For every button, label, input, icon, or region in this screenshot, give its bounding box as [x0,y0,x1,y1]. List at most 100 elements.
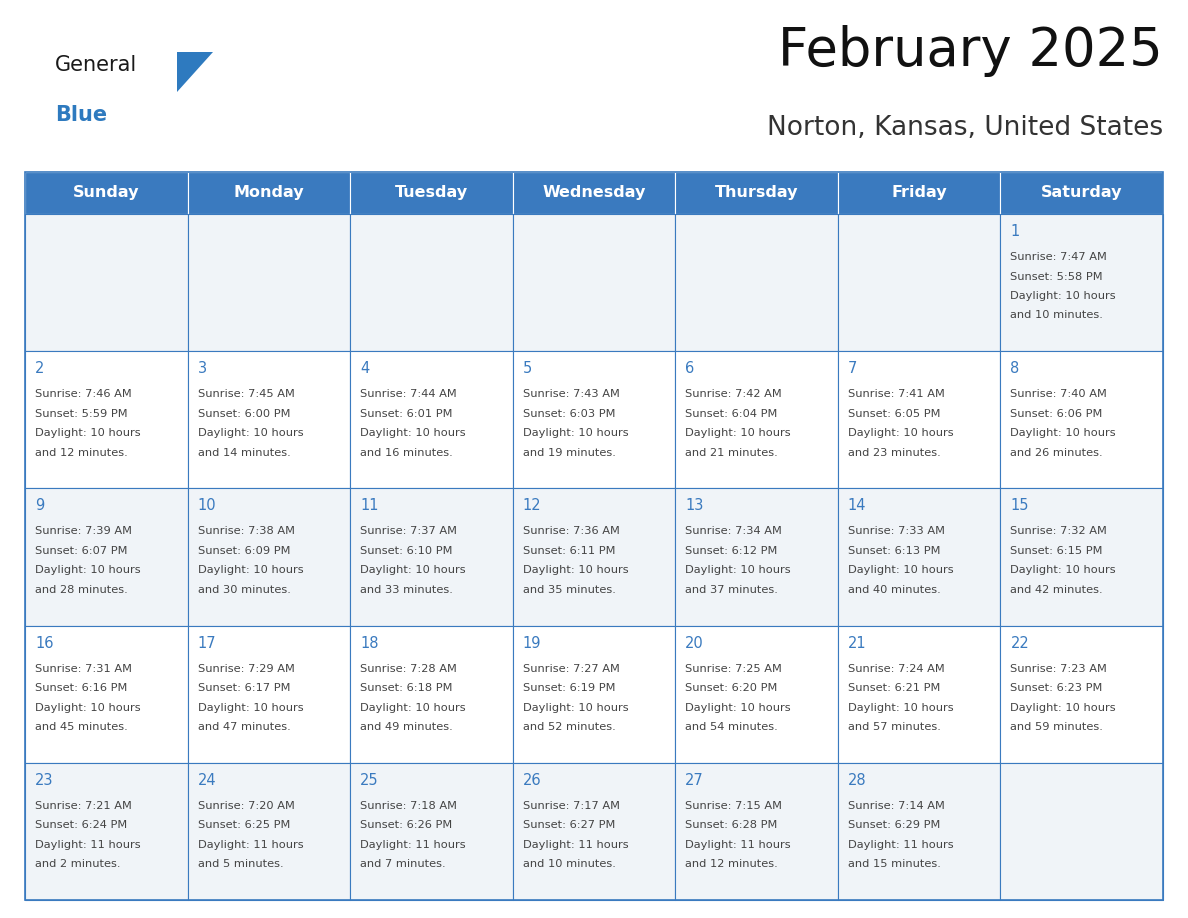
Text: 2: 2 [34,361,44,376]
Text: General: General [55,55,138,75]
Text: and 5 minutes.: and 5 minutes. [197,859,283,869]
Text: and 47 minutes.: and 47 minutes. [197,722,290,732]
Bar [513,488,675,625]
Bar [350,214,513,352]
Text: 14: 14 [848,498,866,513]
Text: Sunset: 6:23 PM: Sunset: 6:23 PM [1011,683,1102,693]
Text: 19: 19 [523,635,542,651]
Bar [25,763,188,900]
Bar [188,352,350,488]
Bar [675,625,838,763]
Text: Sunset: 6:28 PM: Sunset: 6:28 PM [685,821,778,830]
Text: and 19 minutes.: and 19 minutes. [523,448,615,458]
Text: and 52 minutes.: and 52 minutes. [523,722,615,732]
Text: and 12 minutes.: and 12 minutes. [34,448,128,458]
Text: Daylight: 10 hours: Daylight: 10 hours [34,702,140,712]
Bar [25,352,188,488]
Text: Sunset: 5:58 PM: Sunset: 5:58 PM [1011,272,1102,282]
Text: 8: 8 [1011,361,1019,376]
Bar [188,625,350,763]
Bar [838,763,1000,900]
Text: and 42 minutes.: and 42 minutes. [1011,585,1102,595]
Text: and 16 minutes.: and 16 minutes. [360,448,453,458]
Text: Thursday: Thursday [715,185,798,200]
Text: Sunset: 6:18 PM: Sunset: 6:18 PM [360,683,453,693]
Text: Sunset: 6:12 PM: Sunset: 6:12 PM [685,546,778,556]
Text: Sunset: 5:59 PM: Sunset: 5:59 PM [34,409,127,419]
Text: Sunrise: 7:29 AM: Sunrise: 7:29 AM [197,664,295,674]
Bar [188,763,350,900]
Bar [1000,625,1163,763]
Text: Sunset: 6:05 PM: Sunset: 6:05 PM [848,409,941,419]
Bar [838,214,1000,352]
Text: and 35 minutes.: and 35 minutes. [523,585,615,595]
Text: Daylight: 10 hours: Daylight: 10 hours [360,428,466,438]
Text: Sunset: 6:01 PM: Sunset: 6:01 PM [360,409,453,419]
Text: 5: 5 [523,361,532,376]
Text: Daylight: 10 hours: Daylight: 10 hours [197,702,303,712]
Text: Sunday: Sunday [72,185,139,200]
Text: and 10 minutes.: and 10 minutes. [1011,310,1104,320]
Text: Sunrise: 7:28 AM: Sunrise: 7:28 AM [360,664,457,674]
Text: and 49 minutes.: and 49 minutes. [360,722,453,732]
Text: Wednesday: Wednesday [542,185,646,200]
Text: Daylight: 11 hours: Daylight: 11 hours [197,840,303,850]
Text: Sunrise: 7:43 AM: Sunrise: 7:43 AM [523,389,620,399]
Text: Sunrise: 7:33 AM: Sunrise: 7:33 AM [848,526,944,536]
Text: 7: 7 [848,361,858,376]
Text: Sunset: 6:26 PM: Sunset: 6:26 PM [360,821,453,830]
Bar [350,763,513,900]
Text: Daylight: 10 hours: Daylight: 10 hours [1011,565,1116,576]
Text: and 14 minutes.: and 14 minutes. [197,448,290,458]
Text: Sunrise: 7:27 AM: Sunrise: 7:27 AM [523,664,620,674]
Text: Tuesday: Tuesday [394,185,468,200]
Bar [513,625,675,763]
Text: Daylight: 10 hours: Daylight: 10 hours [523,702,628,712]
Bar [1000,214,1163,352]
Text: 16: 16 [34,635,53,651]
Text: Sunset: 6:17 PM: Sunset: 6:17 PM [197,683,290,693]
Text: Daylight: 10 hours: Daylight: 10 hours [197,565,303,576]
Text: Daylight: 10 hours: Daylight: 10 hours [685,428,791,438]
Text: 6: 6 [685,361,695,376]
Text: 24: 24 [197,773,216,788]
Text: Sunrise: 7:38 AM: Sunrise: 7:38 AM [197,526,295,536]
Text: 9: 9 [34,498,44,513]
Text: and 26 minutes.: and 26 minutes. [1011,448,1102,458]
Text: Sunset: 6:19 PM: Sunset: 6:19 PM [523,683,615,693]
Text: Norton, Kansas, United States: Norton, Kansas, United States [767,115,1163,141]
Bar [675,214,838,352]
Text: Daylight: 10 hours: Daylight: 10 hours [34,428,140,438]
Text: Sunset: 6:16 PM: Sunset: 6:16 PM [34,683,127,693]
Text: Daylight: 10 hours: Daylight: 10 hours [1011,428,1116,438]
Polygon shape [177,52,213,92]
Text: Blue: Blue [55,105,107,125]
Bar [25,214,188,352]
Text: Sunrise: 7:15 AM: Sunrise: 7:15 AM [685,800,782,811]
Text: 27: 27 [685,773,704,788]
Text: and 2 minutes.: and 2 minutes. [34,859,120,869]
Text: Sunrise: 7:40 AM: Sunrise: 7:40 AM [1011,389,1107,399]
Text: Sunset: 6:00 PM: Sunset: 6:00 PM [197,409,290,419]
Text: Friday: Friday [891,185,947,200]
Text: Sunrise: 7:32 AM: Sunrise: 7:32 AM [1011,526,1107,536]
Text: Sunset: 6:10 PM: Sunset: 6:10 PM [360,546,453,556]
Text: Daylight: 10 hours: Daylight: 10 hours [1011,702,1116,712]
Bar [25,172,1163,900]
Text: Sunrise: 7:20 AM: Sunrise: 7:20 AM [197,800,295,811]
Text: and 7 minutes.: and 7 minutes. [360,859,446,869]
Bar [513,172,675,214]
Text: and 30 minutes.: and 30 minutes. [197,585,290,595]
Bar [838,488,1000,625]
Text: Sunset: 6:07 PM: Sunset: 6:07 PM [34,546,127,556]
Text: and 57 minutes.: and 57 minutes. [848,722,941,732]
Bar [25,625,188,763]
Text: 15: 15 [1011,498,1029,513]
Bar [513,214,675,352]
Text: and 37 minutes.: and 37 minutes. [685,585,778,595]
Text: Sunrise: 7:23 AM: Sunrise: 7:23 AM [1011,664,1107,674]
Bar [838,172,1000,214]
Text: Sunrise: 7:36 AM: Sunrise: 7:36 AM [523,526,620,536]
Text: Daylight: 10 hours: Daylight: 10 hours [360,702,466,712]
Text: Sunset: 6:11 PM: Sunset: 6:11 PM [523,546,615,556]
